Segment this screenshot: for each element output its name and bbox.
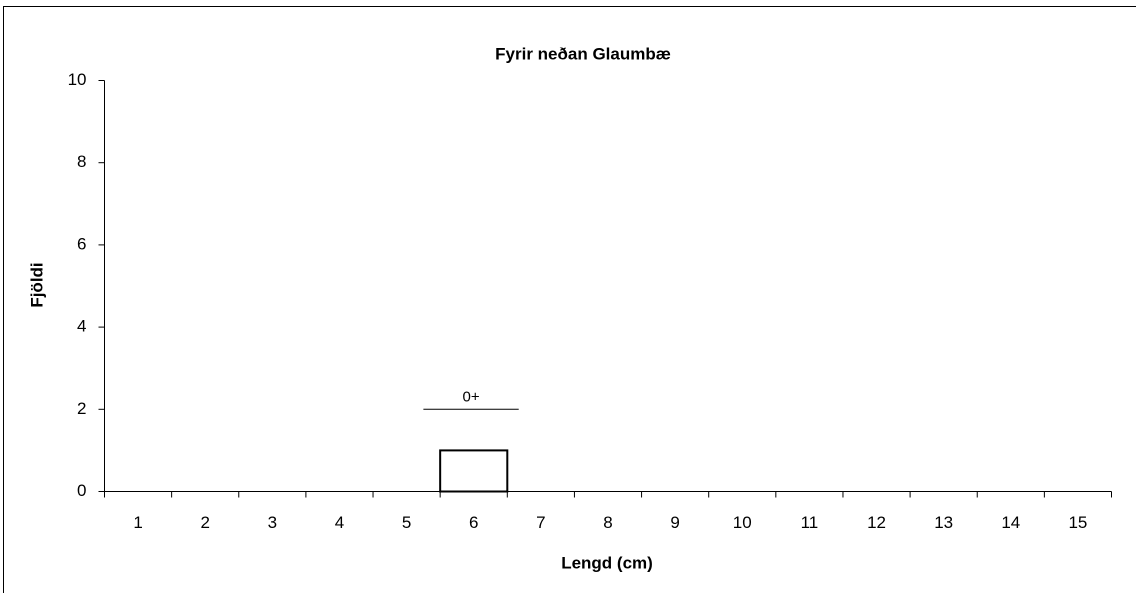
x-tick-label: 13 [934,513,953,532]
x-tick-label: 4 [335,513,344,532]
y-tick-label: 8 [77,152,86,171]
y-axis-label: Fjöldi [27,262,46,307]
x-tick-label: 15 [1068,513,1087,532]
x-tick-label: 6 [469,513,478,532]
bar [439,449,509,493]
y-tick-label: 10 [68,70,87,89]
x-axis-label: Lengd (cm) [561,553,653,572]
chart-border [3,6,1136,593]
y-tick-label: 2 [77,399,86,418]
x-tick-label: 8 [603,513,612,532]
x-tick-label: 7 [536,513,545,532]
x-tick-label: 14 [1001,513,1020,532]
chart-title: Fyrir neðan Glaumbæ [495,44,671,63]
x-tick-label: 12 [867,513,886,532]
x-tick-label: 9 [670,513,679,532]
y-tick-label: 4 [77,317,86,336]
x-tick-label: 1 [133,513,142,532]
annotation-label: 0+ [462,388,479,405]
x-tick-label: 2 [200,513,209,532]
y-tick-label: 6 [77,234,86,253]
x-tick-label: 3 [268,513,277,532]
x-tick-label: 11 [801,513,819,532]
y-tick-label: 0 [77,481,86,500]
x-tick-label: 10 [733,513,752,532]
x-tick-label: 5 [402,513,411,532]
